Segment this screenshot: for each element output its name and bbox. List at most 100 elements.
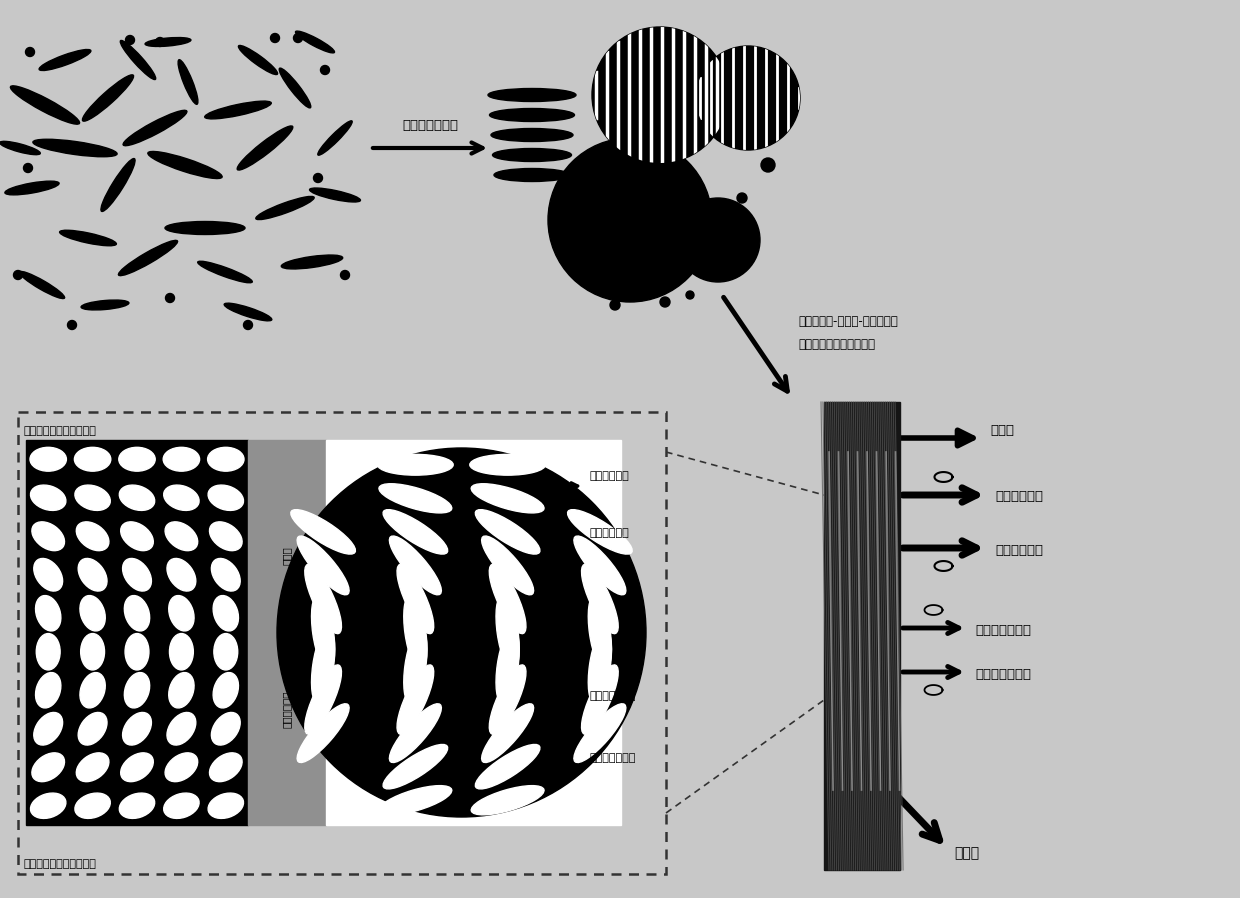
Ellipse shape [470,454,546,475]
Ellipse shape [397,564,434,634]
Ellipse shape [237,126,293,170]
Ellipse shape [310,188,361,202]
Ellipse shape [77,753,109,781]
Text: 荧发光: 荧发光 [954,846,980,860]
Ellipse shape [213,595,238,631]
Circle shape [294,33,303,42]
Ellipse shape [124,673,150,708]
Ellipse shape [165,222,246,234]
Ellipse shape [167,712,196,745]
Ellipse shape [5,181,60,195]
Ellipse shape [291,510,356,554]
Ellipse shape [74,793,110,818]
Ellipse shape [494,169,570,181]
Ellipse shape [379,786,451,814]
Ellipse shape [205,101,272,119]
Ellipse shape [255,197,314,220]
Ellipse shape [490,665,526,735]
Ellipse shape [383,510,448,554]
Ellipse shape [475,744,539,789]
Ellipse shape [119,447,155,471]
Text: 左旋圆偏振光: 左旋圆偏振光 [994,543,1043,557]
FancyBboxPatch shape [19,412,666,874]
Ellipse shape [119,241,177,276]
Ellipse shape [389,704,441,762]
Ellipse shape [120,753,154,781]
Text: 右旋圆偏振荧光: 右旋圆偏振荧光 [589,691,635,701]
Ellipse shape [574,536,626,594]
Ellipse shape [60,230,117,246]
Ellipse shape [119,485,155,510]
Text: 右旋圆偏振光: 右旋圆偏振光 [994,490,1043,504]
Ellipse shape [211,559,241,591]
Ellipse shape [32,522,64,550]
Circle shape [660,297,670,307]
Ellipse shape [165,522,197,550]
Ellipse shape [10,86,79,124]
Ellipse shape [170,634,193,670]
Ellipse shape [383,744,448,789]
Ellipse shape [33,139,117,157]
Ellipse shape [120,40,156,80]
Ellipse shape [207,447,244,471]
Ellipse shape [208,485,243,510]
Ellipse shape [31,793,66,818]
Ellipse shape [124,595,150,631]
Ellipse shape [389,536,441,594]
Ellipse shape [213,673,238,708]
Ellipse shape [238,46,278,75]
Ellipse shape [224,304,272,321]
Text: 选择性反射左旋圆偏振光: 选择性反射左旋圆偏振光 [24,426,97,436]
Ellipse shape [33,559,62,591]
Text: 右旋圆偏振光: 右旋圆偏振光 [589,528,629,538]
Ellipse shape [164,485,200,510]
Ellipse shape [213,634,238,670]
Ellipse shape [397,665,434,735]
Ellipse shape [491,128,573,142]
Ellipse shape [489,89,577,101]
Ellipse shape [311,629,335,703]
Ellipse shape [295,31,335,53]
Ellipse shape [379,484,451,513]
Text: 左旋圆偏振光: 左旋圆偏振光 [589,471,629,481]
Circle shape [125,36,134,45]
Bar [26,440,248,825]
Ellipse shape [588,629,611,703]
Circle shape [243,321,253,330]
Ellipse shape [588,595,611,670]
Text: 左旋圆偏振荧光不被阮断: 左旋圆偏振荧光不被阮断 [24,859,97,869]
Ellipse shape [33,712,62,745]
Ellipse shape [377,454,453,475]
Ellipse shape [78,559,107,591]
Ellipse shape [210,753,242,781]
Ellipse shape [74,485,110,510]
Circle shape [67,321,77,330]
Ellipse shape [496,629,520,703]
Ellipse shape [169,673,195,708]
Ellipse shape [32,753,64,781]
Ellipse shape [197,261,252,283]
Circle shape [676,198,760,282]
Circle shape [696,46,800,150]
Ellipse shape [36,673,61,708]
Ellipse shape [311,595,335,670]
Bar [248,440,326,825]
Ellipse shape [298,536,350,594]
Ellipse shape [404,629,427,703]
Ellipse shape [79,595,105,631]
Ellipse shape [279,68,311,108]
Circle shape [610,300,620,310]
Text: 左旋圆偏振荧光: 左旋圆偏振荧光 [589,753,635,763]
Bar [825,402,900,870]
Circle shape [761,158,775,172]
Ellipse shape [79,673,105,708]
Ellipse shape [574,704,626,762]
Ellipse shape [404,595,427,670]
Ellipse shape [77,522,109,550]
Circle shape [26,48,35,57]
Ellipse shape [123,110,187,145]
Text: 右旋圆偏振荧光: 右旋圆偏振荧光 [975,623,1030,637]
Ellipse shape [0,141,41,154]
Ellipse shape [481,704,533,762]
Text: 入射光: 入射光 [990,424,1014,436]
